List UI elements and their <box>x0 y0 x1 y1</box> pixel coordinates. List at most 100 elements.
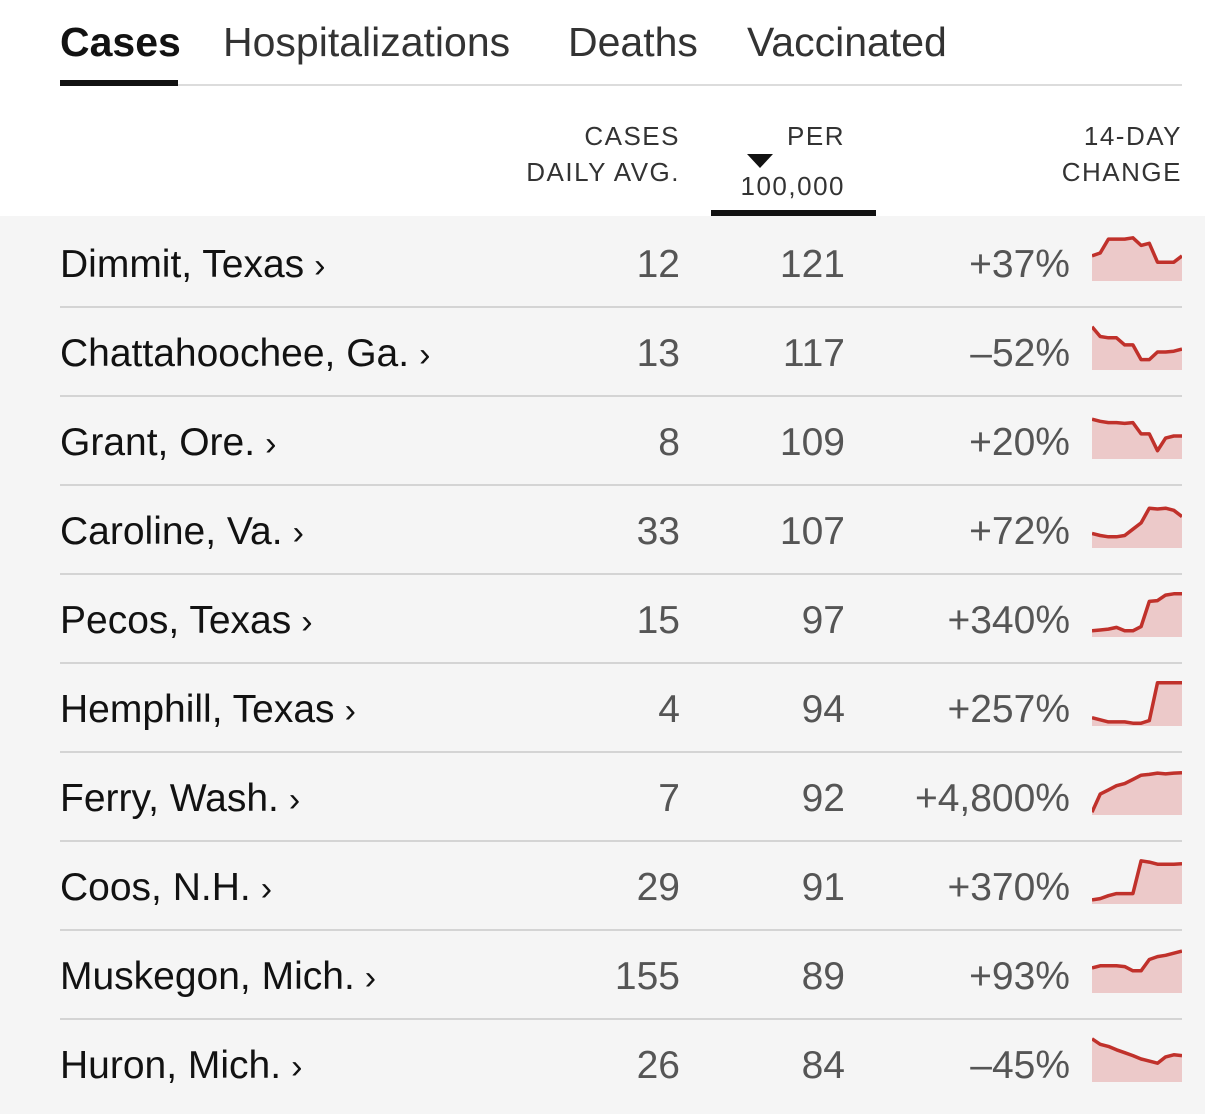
cases-daily-avg-value: 4 <box>658 688 680 731</box>
county-name[interactable]: Pecos, Texas › <box>60 597 313 646</box>
table-row[interactable]: Dimmit, Texas › 12 121 +37% <box>60 219 1182 308</box>
table-body-background <box>0 216 1205 1114</box>
fourteen-day-change-value: +20% <box>969 421 1070 464</box>
chevron-right-icon: › <box>344 692 356 730</box>
cases-daily-avg-value: 33 <box>636 510 680 553</box>
sparkline-line <box>1092 949 1182 973</box>
trend-sparkline <box>1092 769 1182 815</box>
per-100000-value: 117 <box>782 332 845 375</box>
trend-sparkline <box>1092 591 1182 637</box>
county-name-text: Huron, Mich. <box>60 1044 282 1087</box>
county-name[interactable]: Dimmit, Texas › <box>60 241 325 290</box>
fourteen-day-change-value: +72% <box>969 510 1070 553</box>
fourteen-day-change-value: +370% <box>947 866 1070 909</box>
chevron-right-icon: › <box>288 781 301 819</box>
county-name[interactable]: Muskegon, Mich. › <box>60 953 376 1002</box>
county-name-text: Muskegon, Mich. <box>60 955 355 998</box>
county-name[interactable]: Caroline, Va. › <box>60 508 304 557</box>
chevron-right-icon: › <box>364 959 377 997</box>
trend-sparkline <box>1092 235 1182 281</box>
fourteen-day-change-value: –45% <box>970 1044 1070 1087</box>
column-header-change-line2: CHANGE <box>1061 157 1182 187</box>
column-header-per-line2: 100,000 <box>740 171 845 201</box>
trend-sparkline <box>1092 947 1182 993</box>
chevron-right-icon: › <box>291 1048 303 1086</box>
sparkline-line <box>1092 859 1182 902</box>
per-100000-value: 94 <box>801 688 845 731</box>
fourteen-day-change-value: +93% <box>969 955 1070 998</box>
chevron-right-icon: › <box>265 425 277 463</box>
trend-sparkline <box>1092 324 1182 370</box>
sparkline-area <box>1092 682 1182 726</box>
table-header: CASES DAILY AVG. PER 100,000 14-DAY CHAN… <box>0 88 1205 216</box>
column-header-per-line1: PER <box>787 121 845 151</box>
fourteen-day-change-value: +4,800% <box>914 777 1070 820</box>
cases-daily-avg-value: 13 <box>636 332 680 375</box>
per-100000-value: 109 <box>779 421 845 464</box>
sparkline-line <box>1092 770 1182 813</box>
trend-sparkline <box>1092 680 1182 726</box>
tab-vaccinated[interactable]: Vaccinated <box>747 19 947 65</box>
chevron-right-icon: › <box>292 514 304 552</box>
column-header-per-100000[interactable]: PER 100,000 <box>741 118 845 204</box>
column-header-cases-daily-avg[interactable]: CASES DAILY AVG. <box>526 118 680 190</box>
per-100000-value: 97 <box>801 599 845 642</box>
cases-daily-avg-value: 29 <box>636 866 680 909</box>
county-name-text: Coos, N.H. <box>60 866 251 909</box>
fourteen-day-change-value: +257% <box>947 688 1070 731</box>
county-name[interactable]: Hemphill, Texas › <box>60 686 356 735</box>
county-name-text: Hemphill, Texas <box>60 688 335 731</box>
column-header-change-line1: 14-DAY <box>1083 121 1182 151</box>
table-row[interactable]: Huron, Mich. › 26 84 –45% <box>60 1020 1182 1109</box>
cases-daily-avg-value: 8 <box>658 421 680 464</box>
cases-daily-avg-value: 12 <box>636 243 680 286</box>
tab-deaths[interactable]: Deaths <box>568 19 698 65</box>
cases-daily-avg-value: 7 <box>658 777 680 820</box>
chevron-right-icon: › <box>419 336 431 374</box>
county-name[interactable]: Ferry, Wash. › <box>60 775 300 824</box>
column-header-14-day-change[interactable]: 14-DAY CHANGE <box>1062 118 1182 190</box>
sort-descending-icon <box>746 154 773 168</box>
table-row[interactable]: Muskegon, Mich. › 155 89 +93% <box>60 931 1182 1020</box>
sparkline-line <box>1092 506 1182 539</box>
column-header-cases-line2: DAILY AVG. <box>526 157 680 187</box>
table-row[interactable]: Hemphill, Texas › 4 94 +257% <box>60 664 1182 753</box>
county-name-text: Caroline, Va. <box>60 510 283 553</box>
sparkline-area <box>1092 326 1182 370</box>
sorted-column-indicator <box>711 210 876 216</box>
county-name-text: Grant, Ore. <box>60 421 256 464</box>
fourteen-day-change-value: +37% <box>969 243 1070 286</box>
table-row[interactable]: Ferry, Wash. › 7 92 +4,800% <box>60 753 1182 842</box>
sparkline-area <box>1092 593 1182 637</box>
chevron-right-icon: › <box>260 870 273 908</box>
table-body: Dimmit, Texas › 12 121 +37% Chattahoochee, Ga… <box>60 219 1182 1109</box>
tab-hospitalizations[interactable]: Hospitalizations <box>223 19 511 65</box>
sparkline-area <box>1092 772 1182 815</box>
column-header-cases-line1: CASES <box>584 121 680 151</box>
county-name[interactable]: Chattahoochee, Ga. › <box>60 330 430 379</box>
table-row[interactable]: Caroline, Va. › 33 107 +72% <box>60 486 1182 575</box>
per-100000-value: 91 <box>801 866 845 909</box>
sparkline-line <box>1092 325 1182 362</box>
table-row[interactable]: Coos, N.H. › 29 91 +370% <box>60 842 1182 931</box>
fourteen-day-change-value: +340% <box>947 599 1070 642</box>
per-100000-value: 84 <box>801 1044 845 1087</box>
tab-cases[interactable]: Cases <box>60 19 181 65</box>
cases-daily-avg-value: 15 <box>636 599 680 642</box>
per-100000-value: 107 <box>779 510 845 553</box>
per-100000-value: 89 <box>801 955 845 998</box>
table-row[interactable]: Chattahoochee, Ga. › 13 117 –52% <box>60 308 1182 397</box>
table-row[interactable]: Pecos, Texas › 15 97 +340% <box>60 575 1182 664</box>
per-100000-value: 92 <box>801 777 845 820</box>
per-100000-value: 121 <box>779 243 845 286</box>
trend-sparkline <box>1092 502 1182 548</box>
county-name[interactable]: Huron, Mich. › <box>60 1042 302 1091</box>
table-row[interactable]: Grant, Ore. › 8 109 +20% <box>60 397 1182 486</box>
tab-bar: Cases Hospitalizations Deaths Vaccinated <box>60 0 1182 86</box>
county-name[interactable]: Grant, Ore. › <box>60 419 276 468</box>
chevron-right-icon: › <box>301 603 313 641</box>
county-name[interactable]: Coos, N.H. › <box>60 864 272 913</box>
county-name-text: Dimmit, Texas <box>60 243 305 286</box>
county-name-text: Pecos, Texas <box>60 599 292 642</box>
trend-sparkline <box>1092 1036 1182 1082</box>
